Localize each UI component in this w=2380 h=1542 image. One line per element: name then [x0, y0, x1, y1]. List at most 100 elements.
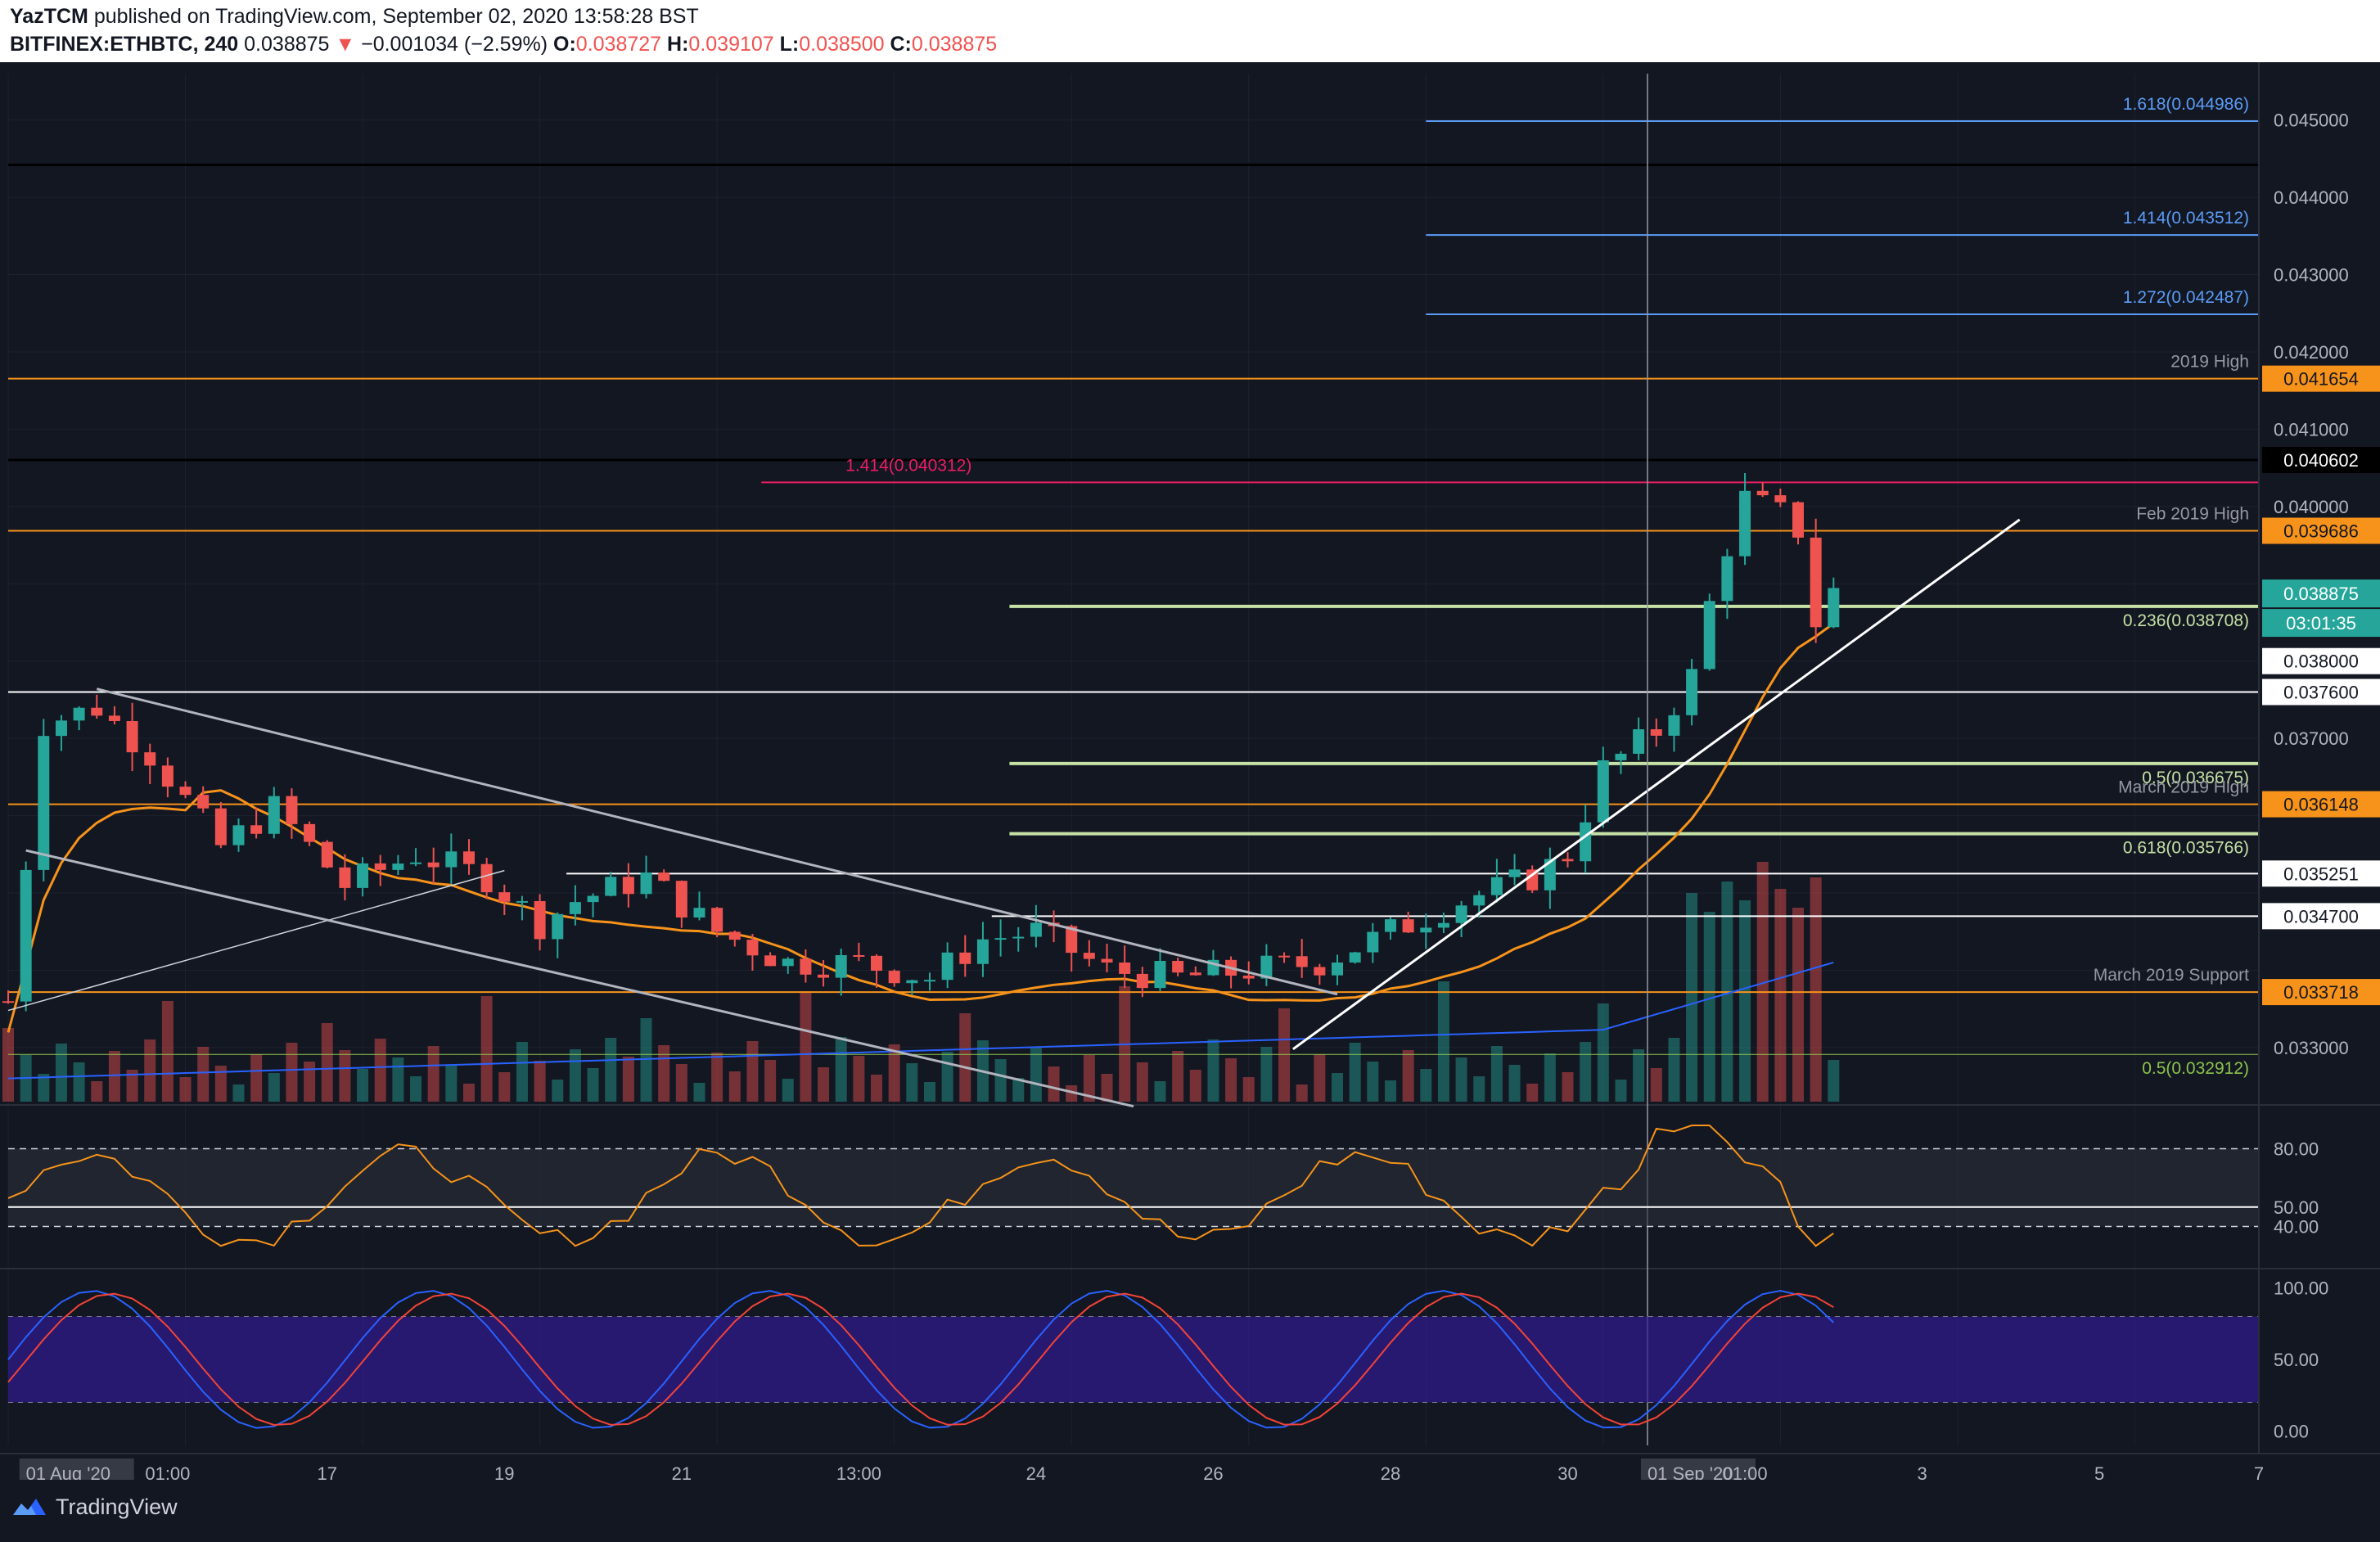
candle-body [1278, 955, 1291, 958]
volume-bar [1756, 862, 1769, 1102]
volume-bar [38, 1074, 50, 1102]
trendline[interactable] [7, 869, 505, 1012]
volume-bar [587, 1068, 599, 1102]
stoch-band [8, 1316, 2259, 1403]
candle-body [1154, 961, 1166, 989]
candle-body [640, 872, 652, 895]
volume-bar [675, 1064, 687, 1102]
candle-body [144, 752, 156, 766]
volume-bar [1172, 1051, 1184, 1102]
level-label: March 2019 Support [2094, 966, 2249, 985]
volume-bar [445, 1065, 458, 1102]
candle-body [250, 825, 263, 834]
price-axis[interactable]: 0.038875 03:01:35 0.045000 0.044000 0.043000… [2258, 62, 2380, 1454]
volume-bar [782, 1079, 794, 1102]
volume-bar [1101, 1074, 1113, 1102]
volume-bar [357, 1069, 369, 1102]
candle-body [427, 862, 439, 868]
low-label: L: [779, 33, 800, 56]
candle-body [1083, 953, 1095, 959]
candle-body [55, 720, 67, 737]
time-tick-label: 5 [2094, 1463, 2104, 1480]
price-axis-marker [2262, 860, 2380, 887]
volume-bar [1774, 889, 1787, 1102]
candle-body [38, 736, 50, 870]
high-value: 0.039107 [688, 33, 774, 56]
candle-body [20, 869, 32, 1002]
volume-bar [622, 1057, 634, 1102]
candle-body [1544, 859, 1556, 890]
volume-bar [1473, 1076, 1485, 1102]
price-tick-label: 0.033000 [2274, 1038, 2349, 1058]
time-axis[interactable]: 01 Aug '20 01:00 17 19 21 13:00 24 26 28 30 01 Sep… [0, 1453, 2380, 1480]
volume-bar [108, 1051, 120, 1102]
last-price: 0.038875 [244, 33, 330, 56]
down-arrow-icon: ▼ [335, 33, 356, 56]
tradingview-logo[interactable]: TradingView [11, 1495, 178, 1520]
candle-body [605, 877, 617, 896]
volume-bar [91, 1081, 103, 1102]
candle-body [1402, 919, 1414, 933]
volume-bar [728, 1071, 741, 1102]
candle-body [818, 974, 830, 978]
time-tick-label: 01:00 [1723, 1463, 1768, 1480]
volume-bar [552, 1080, 564, 1102]
trendline[interactable] [25, 849, 1134, 1108]
price-axis-marker [2262, 647, 2380, 674]
level-label: 1.414(0.040312) [845, 456, 971, 475]
volume-bar [232, 1084, 245, 1102]
candle-body [126, 720, 138, 753]
tradingview-brand: TradingView [56, 1495, 178, 1519]
volume-bar [835, 1037, 847, 1102]
candle-body [959, 952, 971, 964]
publish-line: YazTCM published on TradingView.com, Sep… [10, 5, 699, 29]
volume-bar [605, 1038, 617, 1102]
candle-body [746, 940, 759, 956]
publisher-name[interactable]: YazTCM [10, 5, 88, 28]
trendline[interactable] [1291, 518, 2021, 1050]
rsi-line [7, 1125, 1834, 1247]
volume-bar [304, 1062, 316, 1102]
volume-bar [1296, 1084, 1308, 1102]
time-tick-label: 26 [1203, 1463, 1223, 1480]
price-axis-marker-label: 0.039686 [2283, 521, 2359, 541]
high-label: H: [667, 33, 689, 56]
time-tick-label: 01 Aug '20 [26, 1463, 110, 1480]
price-tick-label: 0.043000 [2274, 265, 2349, 286]
volume-bar [197, 1047, 210, 1102]
candle-body [1810, 537, 1822, 628]
candle-body [1242, 976, 1255, 979]
stoch-tick-label: 0.00 [2274, 1422, 2309, 1442]
price-tick-label: 0.041000 [2274, 419, 2349, 440]
price-chart[interactable]: 1.618(0.044986) 1.414(0.043512) 1.272(0.04… [0, 62, 2380, 1480]
chart-header: YazTCM published on TradingView.com, Sep… [0, 0, 2380, 62]
candle-body [1650, 729, 1662, 736]
candle-body [1030, 922, 1042, 937]
trendlines[interactable] [7, 518, 2021, 1108]
trendline[interactable] [96, 688, 1338, 996]
candle-body [871, 955, 883, 972]
volume-bar [1083, 1055, 1095, 1102]
volume-bar [1597, 1003, 1609, 1102]
price-axis-marker-label: 0.038000 [2283, 652, 2359, 672]
candle-body [569, 902, 581, 914]
price-tick-label: 0.042000 [2274, 342, 2349, 363]
volume-bar [144, 1039, 156, 1102]
volume-bar [55, 1044, 67, 1102]
candle-body [1172, 961, 1184, 973]
volume-bar [286, 1043, 298, 1102]
level-label: 0.5(0.032912) [2142, 1059, 2249, 1078]
candle-body [1437, 922, 1449, 928]
price-axis-marker-label: 0.041654 [2283, 369, 2359, 390]
ohlc-line: BITFINEX:ETHBTC, 240 0.038875 ▼ −0.00103… [10, 33, 997, 56]
volume-bar [516, 1042, 528, 1102]
stoch-tick-label: 50.00 [2274, 1350, 2319, 1370]
candle-body [1792, 502, 1805, 538]
price-axis-marker-label: 0.040602 [2283, 450, 2359, 471]
volume-bar [800, 991, 812, 1102]
level-label: 1.272(0.042487) [2123, 288, 2249, 307]
time-tick-label: 01:00 [145, 1463, 190, 1480]
volume-bar [959, 1013, 971, 1102]
candle-body [976, 939, 989, 964]
volume-bar [1739, 900, 1751, 1102]
